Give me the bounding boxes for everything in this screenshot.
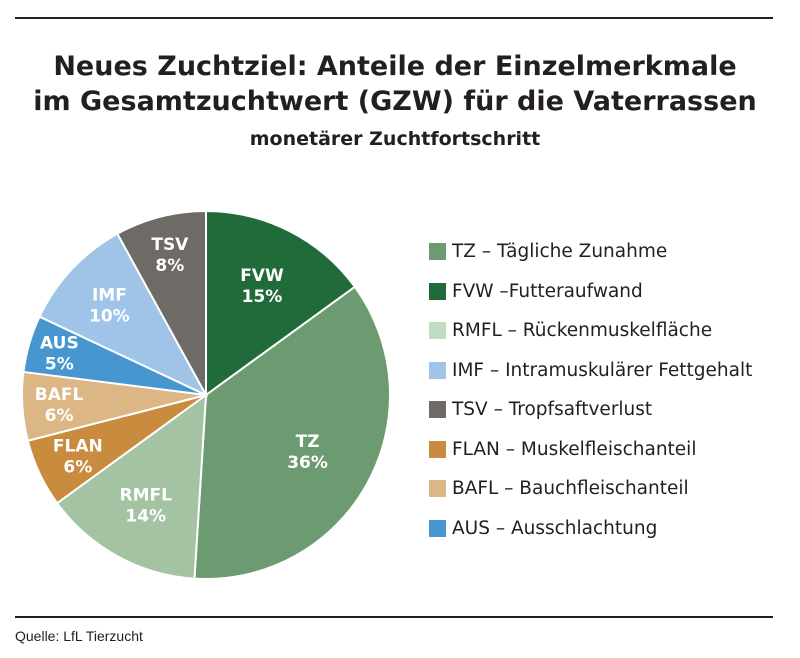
legend-item-flan: FLAN – Muskelfleischanteil (429, 430, 789, 470)
legend-item-aus: AUS – Ausschlachtung (429, 509, 789, 549)
chart-legend: TZ – Tägliche Zunahme FVW –Futteraufwand R… (429, 232, 789, 548)
chart-title-line-2: im Gesamtzuchtwert (GZW) für die Vaterra… (33, 86, 757, 117)
slice-value-bafl: 6% (45, 406, 74, 426)
pie-slice-tsv (115, 209, 207, 396)
bottom-rule (15, 616, 773, 618)
chart-title-line-1: Neues Zuchtziel: Anteile der Einzelmerkm… (53, 51, 737, 82)
legend-swatch-fvw (429, 282, 446, 300)
legend-label-imf: IMF – Intramuskulärer Fettgehalt (452, 359, 753, 381)
slice-label-bafl: BAFL (35, 385, 84, 405)
legend-swatch-tsv (429, 401, 446, 419)
pie-slice-imf (38, 232, 209, 398)
legend-label-fvw: FVW –Futteraufwand (452, 280, 643, 302)
slice-label-flan: FLAN (53, 436, 103, 456)
legend-label-tsv: TSV – Tropfsaftverlust (452, 399, 653, 421)
legend-swatch-imf (429, 361, 446, 379)
legend-swatch-rmfl (429, 322, 446, 340)
legend-item-imf: IMF – Intramuskulärer Fettgehalt (429, 351, 789, 391)
legend-swatch-tz (429, 243, 446, 261)
legend-swatch-flan (429, 440, 446, 458)
legend-label-rmfl: RMFL – Rückenmuskelfläche (452, 320, 713, 342)
legend-label-tz: TZ – Tägliche Zunahme (452, 241, 668, 263)
slice-value-tz: 36% (287, 453, 328, 473)
slice-label-tz: TZ (296, 432, 320, 452)
slice-value-tsv: 8% (155, 256, 184, 276)
source-note: Quelle: LfL Tierzucht (15, 628, 143, 644)
chart-subtitle: monetärer Zuchtfortschritt (249, 128, 541, 150)
slice-value-rmfl: 14% (125, 507, 166, 527)
slice-label-rmfl: RMFL (119, 486, 172, 506)
legend-label-bafl: BAFL – Bauchfleischanteil (452, 478, 689, 500)
legend-item-fvw: FVW –Futteraufwand (429, 272, 789, 312)
legend-label-flan: FLAN – Muskelfleischanteil (452, 438, 697, 460)
slice-label-fvw: FVW (240, 266, 284, 286)
legend-item-rmfl: RMFL – Rückenmuskelfläche (429, 311, 789, 351)
slice-value-fvw: 15% (242, 287, 283, 307)
legend-item-tsv: TSV – Tropfsaftverlust (429, 390, 789, 430)
legend-label-aus: AUS – Ausschlachtung (452, 517, 658, 539)
pie-slice-tz (193, 285, 391, 580)
legend-swatch-bafl (429, 480, 446, 498)
legend-swatch-aus (429, 519, 446, 537)
pie-slice-rmfl (55, 392, 208, 580)
legend-item-tz: TZ – Tägliche Zunahme (429, 232, 789, 272)
legend-item-bafl: BAFL – Bauchfleischanteil (429, 469, 789, 509)
pie-slice-fvw (205, 209, 357, 397)
slice-value-flan: 6% (63, 457, 92, 477)
top-rule (15, 17, 773, 19)
slice-value-imf: 10% (89, 306, 130, 326)
slice-label-imf: IMF (92, 285, 127, 305)
slice-label-aus: AUS (40, 333, 79, 353)
slice-label-tsv: TSV (151, 235, 189, 255)
slice-value-aus: 5% (45, 354, 74, 374)
